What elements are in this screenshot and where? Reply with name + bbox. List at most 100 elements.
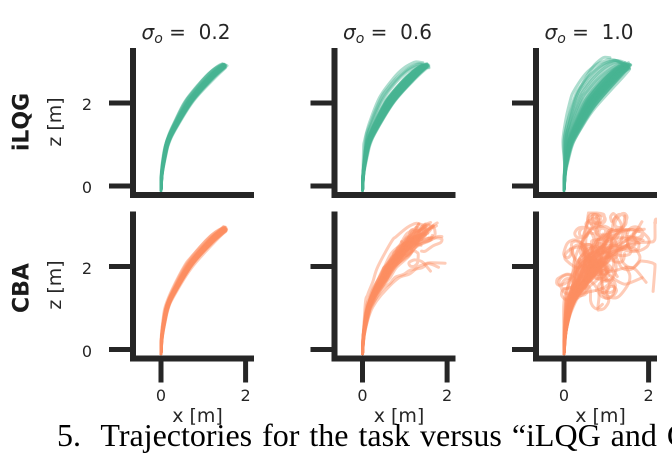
trajectory-line xyxy=(159,226,228,356)
trajectory-line xyxy=(361,224,438,356)
trajectory-line xyxy=(562,228,614,356)
trajectory-line xyxy=(159,65,226,192)
trajectory-line xyxy=(361,223,437,356)
trajectory-line xyxy=(562,65,629,192)
trajectory-line xyxy=(562,245,617,356)
trajectory-line xyxy=(159,63,226,192)
sigma-symbol: σ xyxy=(544,20,558,44)
trajectory-line xyxy=(159,227,228,356)
trajectory-line xyxy=(159,228,227,356)
trajectory-line xyxy=(361,230,429,356)
trajectory-line xyxy=(361,64,428,192)
trajectory-line xyxy=(159,64,226,192)
trajectory-line xyxy=(562,238,612,356)
trajectory-line xyxy=(159,228,224,356)
sigma-subscript: o xyxy=(557,31,566,47)
bottom-spine xyxy=(130,192,254,198)
trajectory-line xyxy=(159,226,227,356)
trajectory-line xyxy=(159,64,229,192)
trajectory-line xyxy=(562,63,629,192)
trajectory-line xyxy=(159,63,227,192)
trajectory-line xyxy=(562,61,627,192)
trajectory-line xyxy=(361,240,407,356)
trajectory-line xyxy=(159,227,226,356)
trajectory-line xyxy=(361,262,440,356)
trajectory-line xyxy=(361,261,447,356)
trajectory-line xyxy=(562,65,626,192)
y-axis-label: z [m] xyxy=(44,260,66,310)
trajectory-line xyxy=(361,221,425,356)
trajectory-line xyxy=(562,231,637,356)
trajectory-line xyxy=(562,60,628,192)
trajectory-line xyxy=(562,65,627,192)
trajectory-line xyxy=(159,64,226,192)
trajectory-line xyxy=(562,220,644,356)
left-spine xyxy=(130,211,136,362)
trajectory-line xyxy=(159,66,227,192)
y-tick xyxy=(109,347,130,352)
trajectory-line xyxy=(159,229,226,356)
trajectory-line xyxy=(361,64,430,192)
y-tick xyxy=(512,100,533,106)
trajectory-line xyxy=(159,63,225,192)
trajectory-line xyxy=(361,63,429,192)
trajectory-line xyxy=(159,64,227,192)
figure-page: {"figure":{"col_titles":[{"symbol":"\u03… xyxy=(0,20,672,453)
x-axis-label: x [m] xyxy=(575,405,626,427)
trajectory-line xyxy=(159,227,227,356)
trajectory-line xyxy=(562,63,633,192)
trajectory-line xyxy=(361,65,427,192)
trajectory-line xyxy=(361,65,428,192)
trajectory-line xyxy=(361,225,418,356)
trajectory-line xyxy=(361,221,439,356)
trajectory-line xyxy=(555,258,595,356)
trajectory-line xyxy=(361,65,427,192)
panel-CBA-sigma-0.6 xyxy=(310,211,456,383)
trajectory-line xyxy=(159,65,227,192)
trajectory-line xyxy=(562,239,599,356)
trajectory-line xyxy=(562,62,627,192)
trajectory-line xyxy=(159,63,225,192)
trajectory-line xyxy=(159,62,225,192)
trajectory-line xyxy=(361,235,419,356)
trajectory-line xyxy=(159,226,227,356)
trajectory-line xyxy=(159,63,227,192)
trajectory-line xyxy=(361,224,435,356)
trajectory-line xyxy=(159,62,225,192)
trajectory-line xyxy=(562,66,627,192)
figure-caption: 5. Trajectories for the task versus “iLQ… xyxy=(0,417,672,453)
x-axis-label: x [m] xyxy=(373,405,425,427)
y-tick xyxy=(109,264,130,269)
y-tick xyxy=(310,264,332,269)
trajectory-line xyxy=(562,62,628,192)
trajectory-line xyxy=(159,228,225,356)
trajectory-line xyxy=(562,67,631,192)
trajectory-line xyxy=(159,65,226,192)
trajectory-line xyxy=(562,63,631,192)
row-label-CBA: CBA xyxy=(9,263,35,313)
trajectory-line xyxy=(562,64,628,192)
y-tick xyxy=(310,100,332,106)
trajectory-line xyxy=(361,63,427,192)
trajectory-line xyxy=(361,224,427,356)
trajectory-line xyxy=(361,224,435,356)
trajectory-line xyxy=(562,245,610,356)
trajectory-line xyxy=(562,59,628,192)
trajectory-line xyxy=(159,64,227,192)
trajectory-line xyxy=(562,267,617,356)
bottom-spine xyxy=(331,192,456,198)
sigma-value: = 1.0 xyxy=(565,20,634,44)
trajectory-line xyxy=(562,62,627,192)
trajectory-line xyxy=(562,231,628,356)
trajectory-line xyxy=(159,227,227,356)
trajectory-line xyxy=(562,65,631,192)
trajectory-line xyxy=(361,64,427,192)
trajectory-line xyxy=(361,63,424,192)
trajectory-line xyxy=(562,242,598,356)
trajectory-line xyxy=(159,62,226,192)
trajectory-line xyxy=(159,228,227,356)
x-tick xyxy=(444,361,450,383)
trajectory-line xyxy=(562,64,626,192)
trajectory-line xyxy=(159,227,226,356)
panel-CBA-sigma-1 xyxy=(512,211,657,383)
